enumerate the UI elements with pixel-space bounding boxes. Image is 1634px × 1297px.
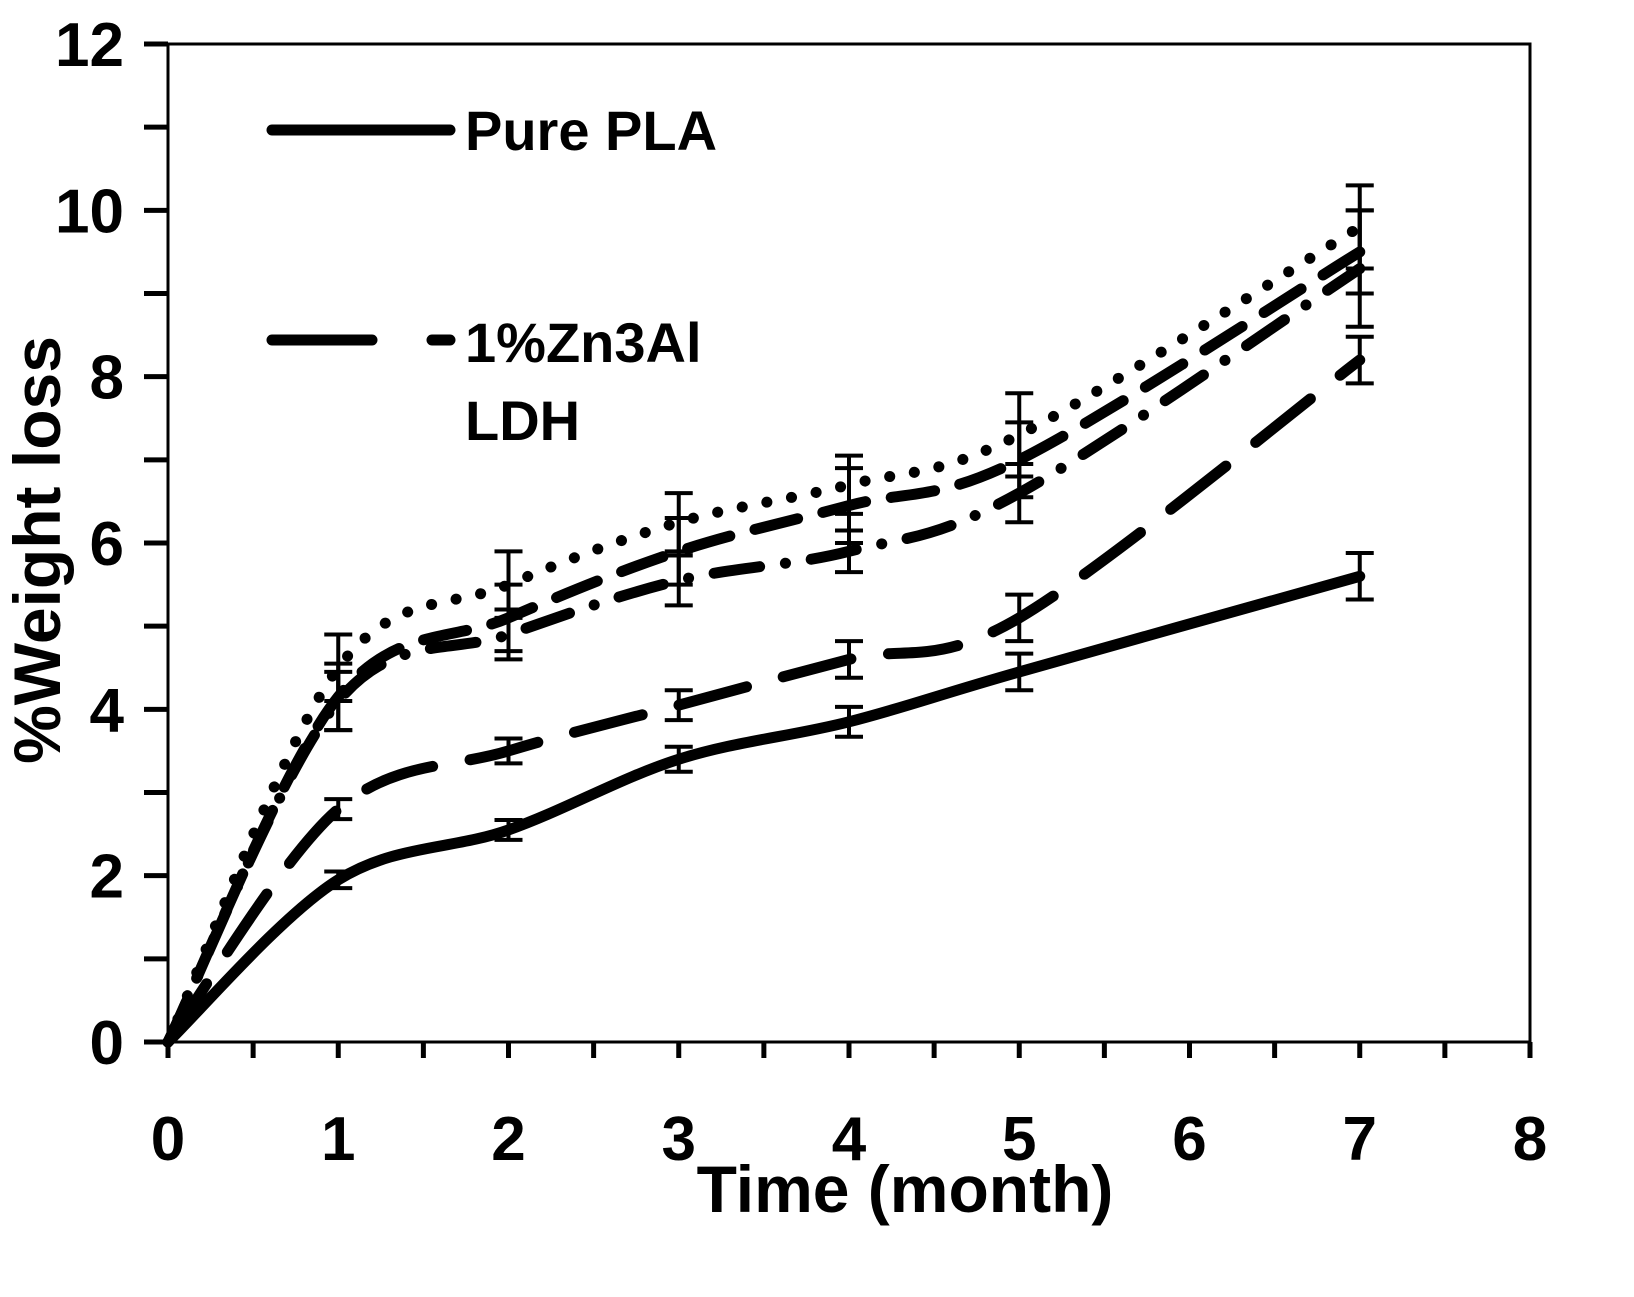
y-tick-label: 12: [55, 11, 124, 80]
error-bar: [324, 869, 353, 891]
x-axis: 0 1 2 3 4 5 6 7 8: [151, 1042, 1547, 1174]
error-bar: [324, 797, 353, 822]
error-bar: [664, 688, 693, 723]
error-bar: [494, 736, 523, 766]
error-bar: [324, 632, 353, 704]
y-axis-label: %Weight loss: [0, 336, 74, 764]
error-bar: [664, 744, 693, 774]
legend: Pure PLA 1%Zn3Al LDH: [266, 99, 717, 452]
x-tick-label: 1: [321, 1105, 355, 1174]
error-bar: [1345, 334, 1374, 386]
x-axis-label: Time (month): [697, 1152, 1114, 1226]
x-tick-label: 5: [1002, 1105, 1036, 1174]
y-tick-label: 10: [55, 177, 124, 246]
error-bar: [494, 549, 523, 620]
error-bar: [664, 491, 693, 554]
legend-label-ldh: LDH: [465, 389, 580, 452]
error-bar: [494, 817, 523, 842]
error-bar: [1345, 550, 1374, 602]
error-bar: [835, 453, 863, 516]
error-bar: [835, 639, 863, 680]
error-bar: [835, 704, 863, 739]
error-bar: [1005, 592, 1034, 644]
x-tick-label: 6: [1172, 1105, 1206, 1174]
x-tick-label: 7: [1343, 1105, 1377, 1174]
x-tick-label: 2: [491, 1105, 525, 1174]
x-tick-label: 0: [151, 1105, 185, 1174]
x-tick-label: 3: [662, 1105, 696, 1174]
y-axis: 0 2 4 6 8 10 12: [55, 11, 168, 1078]
error-bar: [1005, 651, 1034, 693]
error-bar: [835, 528, 863, 575]
error-bar: [1345, 183, 1374, 271]
errorbar-layer: [324, 183, 1374, 891]
x-tick-label: 8: [1513, 1105, 1547, 1174]
legend-label-pure-pla: Pure PLA: [465, 99, 717, 162]
legend-label-zn3al: 1%Zn3Al: [465, 311, 702, 374]
series-line-3: [162, 246, 1366, 1048]
y-tick-label: 6: [90, 510, 124, 579]
series-line-5: [162, 221, 1366, 1048]
y-tick-label: 0: [90, 1009, 124, 1078]
series-line-1: [162, 570, 1366, 1048]
y-tick-label: 8: [90, 344, 124, 413]
series-line-4: [162, 263, 1366, 1048]
error-bar: [1005, 391, 1034, 479]
error-bar: [664, 553, 693, 608]
x-tick-label: 4: [832, 1105, 867, 1174]
y-tick-label: 4: [90, 676, 125, 745]
y-tick-label: 2: [90, 843, 124, 912]
